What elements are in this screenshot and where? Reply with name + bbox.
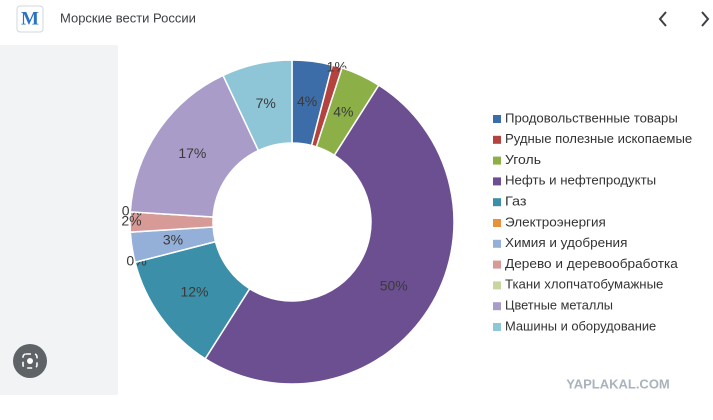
legend-swatch [493, 260, 501, 269]
value-label: 4% [333, 104, 353, 120]
legend-swatch [493, 239, 501, 248]
slice [204, 84, 455, 385]
legend-swatch [493, 198, 501, 207]
legend-label: Продовольственные товары [505, 111, 678, 125]
slice [129, 74, 260, 218]
next-button[interactable] [701, 11, 710, 27]
legend-swatch [493, 302, 501, 311]
value-label: 4% [297, 93, 317, 109]
watermark: YAPLAKAL.COM [566, 376, 670, 391]
lens-dot [27, 358, 33, 364]
legend-label: Дерево и деревообработка [505, 257, 678, 271]
legend-swatch [493, 323, 501, 331]
legend-label: Газ [505, 194, 527, 208]
lens-icon [22, 353, 38, 369]
legend-swatch [493, 115, 501, 123]
legend-swatch [493, 156, 501, 165]
value-label: 12% [180, 284, 208, 300]
legend-label: Машины и оборудование [505, 319, 656, 333]
value-label: 3% [163, 232, 183, 248]
legend-swatch [493, 281, 501, 290]
legend-label: Рудные полезные ископаемые [505, 132, 692, 146]
side-panel [0, 45, 118, 395]
legend-label: Нефть и нефтепродукты [505, 174, 656, 188]
value-label: 2% [121, 213, 141, 229]
legend-swatch [493, 135, 501, 144]
legend-label: Уголь [505, 153, 541, 167]
legend-swatch [493, 219, 501, 227]
legend-label: Химия и удобрения [505, 236, 627, 250]
prev-button[interactable] [658, 11, 667, 27]
legend-label: Цветные металлы [505, 298, 613, 312]
value-label: 17% [178, 145, 206, 161]
slice [222, 59, 293, 152]
value-label: 50% [380, 277, 408, 293]
site-name[interactable]: Морские вести России [60, 10, 196, 25]
legend-label: Ткани хлопчатобумажные [505, 278, 663, 292]
value-label: 7% [256, 95, 276, 111]
site-icon [16, 5, 44, 33]
chart: 4%1%4%50%12%0%3%2%0%17%7%Продовольственн… [121, 59, 692, 385]
legend-swatch [493, 177, 501, 186]
logo: M [21, 8, 39, 29]
legend-label: Электроэнергия [505, 215, 606, 229]
